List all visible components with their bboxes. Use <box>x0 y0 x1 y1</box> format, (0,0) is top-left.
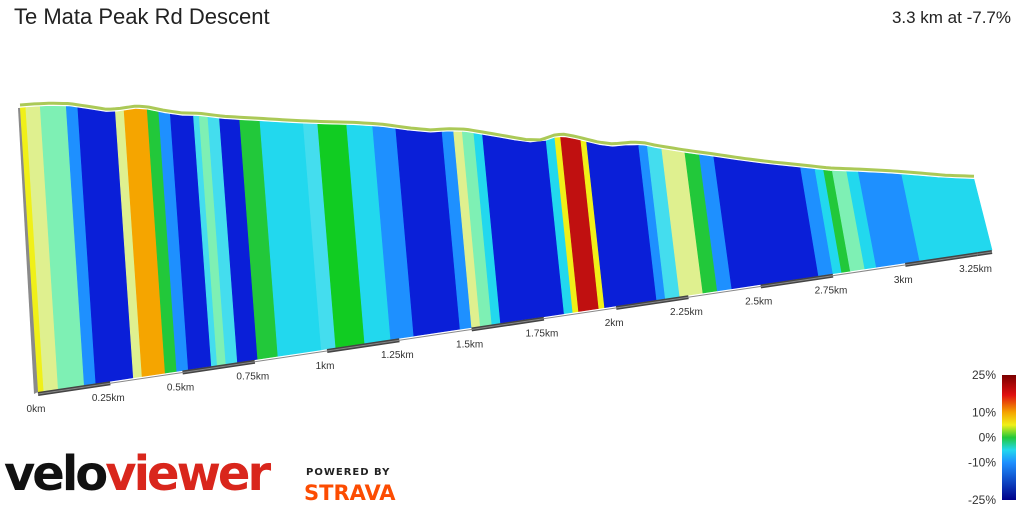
gradient-segment <box>823 170 851 273</box>
gradient-segment <box>123 108 166 377</box>
gradient-segment <box>545 137 574 315</box>
x-tick-label: 3.25km <box>959 264 992 275</box>
distance-axis: 0km 0.25km 0.5km 0.75km 1km 1.25km 1.5km 1.75km… <box>27 250 993 415</box>
logo-text-viewer: viewer <box>105 446 271 502</box>
x-tick-label: 3km <box>894 275 913 286</box>
gradient-segment <box>699 154 733 292</box>
gradient-segment <box>302 123 337 351</box>
gradient-legend: 25% 10% 0% -10% -25% <box>968 368 1016 507</box>
x-tick-label: 0.75km <box>236 372 269 383</box>
segment-summary: 3.3 km at -7.7% <box>891 8 1011 27</box>
gradient-segment <box>814 169 843 275</box>
gradient-segment <box>580 140 605 309</box>
page-title: Te Mata Peak Rd Descent <box>14 4 270 29</box>
strava-logo[interactable]: STRAVA <box>304 481 396 505</box>
legend-tick-label: 10% <box>972 406 996 420</box>
x-tick-label: 0km <box>27 404 46 415</box>
legend-tick-label: -25% <box>968 493 996 507</box>
gradient-segment <box>158 111 189 372</box>
logo-text-velo: velo <box>4 446 108 502</box>
gradient-segment <box>554 137 579 313</box>
gradient-segment <box>857 171 921 268</box>
veloviewer-logo[interactable]: veloviewer <box>4 450 271 498</box>
profile-top-edge <box>19 101 975 178</box>
x-tick-label: 2.75km <box>815 286 848 297</box>
x-tick-label: 2.25km <box>670 307 703 318</box>
profile-start-wall <box>18 108 38 394</box>
gradient-segments <box>19 105 993 393</box>
gradient-segment <box>586 141 657 309</box>
gradient-segment <box>560 137 600 312</box>
x-tick-label: 2.5km <box>745 296 772 307</box>
profile-edges <box>18 101 975 394</box>
gradient-segment <box>846 171 877 270</box>
x-tick-label: 1.5km <box>456 339 483 350</box>
legend-tick-label: -10% <box>968 456 996 470</box>
x-tick-label: 1km <box>316 361 335 372</box>
gradient-segment <box>684 152 718 294</box>
gradient-segment <box>713 156 819 290</box>
legend-tick-label: 0% <box>979 431 997 445</box>
gradient-segment <box>115 110 143 379</box>
axis-line <box>37 251 993 395</box>
legend-tick-label: 25% <box>972 368 996 382</box>
x-tick-label: 2km <box>605 318 624 329</box>
gradient-segment <box>259 121 322 357</box>
x-tick-label: 0.25km <box>92 393 125 404</box>
gradient-segment <box>239 119 279 360</box>
gradient-segment <box>441 131 472 330</box>
x-tick-label: 0.5km <box>167 382 194 393</box>
x-tick-label: 1.25km <box>381 350 414 361</box>
gradient-segment <box>831 170 866 272</box>
powered-by-label: POWERED BY <box>306 467 391 478</box>
x-tick-label: 1.75km <box>526 329 559 340</box>
gradient-segment <box>395 128 461 337</box>
legend-color-bar <box>1002 375 1016 500</box>
gradient-segment <box>146 109 178 374</box>
